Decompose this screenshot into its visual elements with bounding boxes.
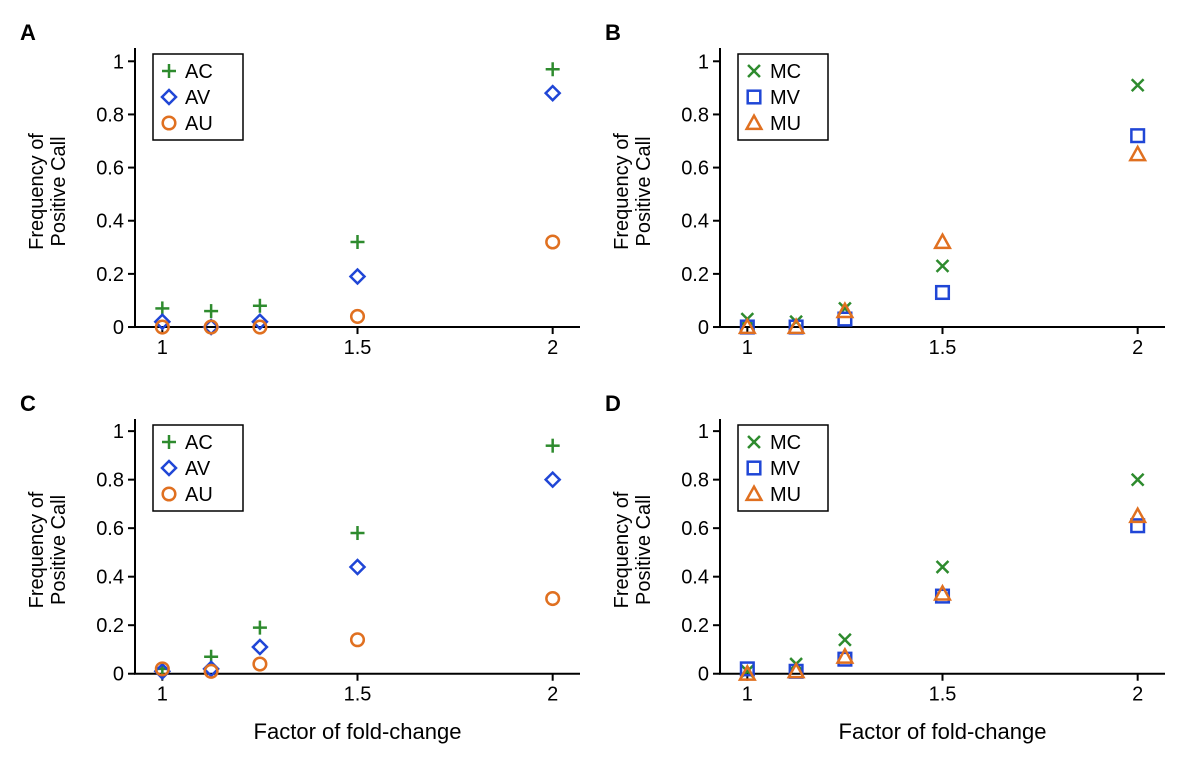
legend-label: AV [185, 87, 211, 109]
svg-text:2: 2 [547, 337, 558, 359]
svg-text:1.5: 1.5 [344, 684, 372, 706]
svg-text:0.4: 0.4 [96, 567, 124, 589]
svg-text:1: 1 [698, 51, 709, 73]
panel-label-D: D [605, 391, 621, 417]
svg-text:0.8: 0.8 [681, 470, 709, 492]
data-point [1130, 147, 1145, 160]
svg-text:0.8: 0.8 [96, 470, 124, 492]
svg-text:1: 1 [113, 421, 124, 443]
svg-text:1: 1 [113, 51, 124, 73]
data-point [351, 270, 365, 284]
svg-text:Frequency of: Frequency of [26, 133, 48, 250]
svg-text:1.5: 1.5 [929, 684, 957, 706]
data-point [936, 286, 949, 299]
svg-text:Positive Call: Positive Call [633, 136, 655, 246]
legend-label: MC [770, 61, 801, 83]
data-point [546, 439, 560, 453]
data-point [204, 304, 218, 318]
legend-label: AC [185, 61, 213, 83]
legend-label: AU [185, 484, 213, 506]
legend-label: MU [770, 484, 801, 506]
figure-grid: A 00.20.40.60.8111.52Frequency ofPositiv… [20, 20, 1180, 752]
data-point [351, 560, 365, 574]
svg-text:1: 1 [698, 421, 709, 443]
legend-label: MU [770, 113, 801, 135]
legend-label: AC [185, 432, 213, 454]
data-point [546, 236, 559, 249]
svg-text:0.4: 0.4 [681, 567, 709, 589]
svg-text:0.6: 0.6 [96, 518, 124, 540]
legend-label: MV [770, 458, 801, 480]
svg-text:Frequency of: Frequency of [611, 133, 633, 250]
data-point [1132, 79, 1144, 91]
svg-text:0.4: 0.4 [96, 211, 124, 233]
svg-text:0: 0 [113, 664, 124, 686]
svg-text:1.5: 1.5 [929, 337, 957, 359]
legend-label: AV [185, 458, 211, 480]
svg-text:0.8: 0.8 [96, 104, 124, 126]
svg-text:Factor of fold-change: Factor of fold-change [839, 719, 1047, 744]
svg-text:0.2: 0.2 [96, 264, 124, 286]
data-point [254, 658, 267, 671]
svg-text:Positive Call: Positive Call [48, 136, 70, 246]
svg-text:0.2: 0.2 [681, 264, 709, 286]
data-point [546, 62, 560, 76]
data-point [839, 313, 852, 326]
svg-text:1.5: 1.5 [344, 337, 372, 359]
data-point [253, 299, 267, 313]
svg-text:0.6: 0.6 [681, 158, 709, 180]
data-point [253, 640, 267, 654]
data-point [351, 526, 365, 540]
svg-text:Frequency of: Frequency of [611, 491, 633, 608]
svg-text:0.2: 0.2 [681, 615, 709, 637]
svg-text:0: 0 [698, 664, 709, 686]
svg-text:0.8: 0.8 [681, 104, 709, 126]
data-point [253, 621, 267, 635]
svg-text:2: 2 [1132, 337, 1143, 359]
data-point [546, 86, 560, 100]
chart-D: 0 0.2 0.4 0.6 0.8 1 1 1.5 2 Frequency ofPositive … [605, 391, 1180, 751]
data-point [546, 473, 560, 487]
data-point [937, 260, 949, 272]
svg-text:Positive Call: Positive Call [633, 495, 655, 605]
svg-text:2: 2 [1132, 684, 1143, 706]
panel-label-B: B [605, 20, 621, 46]
panel-A: A 0 0.2 0.4 0.6 0.8 1 1 1.5 2 Frequency ofPositiv… [20, 20, 595, 381]
svg-text:Factor of fold-change: Factor of fold-change [254, 719, 462, 744]
data-point [351, 310, 364, 323]
data-point [935, 235, 950, 248]
panel-C: C 0 0.2 0.4 0.6 0.8 1 1 1.5 2 Frequency ofPositiv… [20, 391, 595, 752]
data-point [351, 235, 365, 249]
svg-text:1: 1 [157, 684, 168, 706]
data-point [838, 304, 853, 317]
panel-B: B 0 0.2 0.4 0.6 0.8 1 1 1.5 2 Frequency ofPositiv… [605, 20, 1180, 381]
panel-label-C: C [20, 391, 36, 417]
chart-B: 0 0.2 0.4 0.6 0.8 1 1 1.5 2 Frequency ofPositive … [605, 20, 1180, 380]
data-point [937, 561, 949, 573]
data-point [546, 592, 559, 605]
svg-text:1: 1 [742, 337, 753, 359]
svg-text:Positive Call: Positive Call [48, 495, 70, 605]
svg-text:Frequency of: Frequency of [26, 491, 48, 608]
panel-D: D 0 0.2 0.4 0.6 0.8 1 1 1.5 2 Frequency ofPositiv… [605, 391, 1180, 752]
svg-text:0.4: 0.4 [681, 211, 709, 233]
legend-label: MV [770, 87, 801, 109]
svg-text:0.2: 0.2 [96, 615, 124, 637]
chart-C: 0 0.2 0.4 0.6 0.8 1 1 1.5 2 Frequency ofPositive … [20, 391, 595, 751]
data-point [1132, 474, 1144, 486]
data-point [839, 634, 851, 646]
legend-label: MC [770, 432, 801, 454]
svg-text:1: 1 [742, 684, 753, 706]
svg-text:0.6: 0.6 [681, 518, 709, 540]
data-point [351, 633, 364, 646]
svg-text:0: 0 [698, 317, 709, 339]
svg-text:0: 0 [113, 317, 124, 339]
data-point [1131, 129, 1144, 142]
panel-label-A: A [20, 20, 36, 46]
svg-text:1: 1 [157, 337, 168, 359]
svg-text:0.6: 0.6 [96, 158, 124, 180]
svg-text:2: 2 [547, 684, 558, 706]
legend-label: AU [185, 113, 213, 135]
chart-A: 0 0.2 0.4 0.6 0.8 1 1 1.5 2 Frequency ofPositive … [20, 20, 595, 380]
